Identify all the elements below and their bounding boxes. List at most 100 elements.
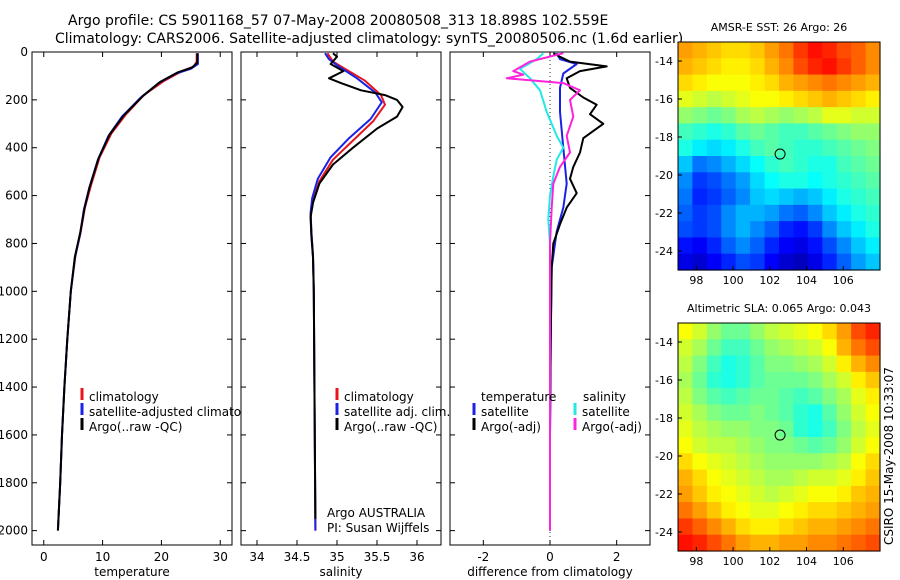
- map-cell: [678, 253, 694, 271]
- map-cell: [706, 253, 722, 271]
- map-cell: [721, 339, 737, 357]
- map-cell: [865, 518, 881, 536]
- map-cell: [692, 139, 708, 157]
- map-cell: [851, 437, 867, 454]
- map-cell: [692, 355, 708, 373]
- plot-frame: [240, 51, 442, 546]
- map-cell: [807, 323, 823, 340]
- map-cell: [706, 237, 722, 255]
- map-x-tick-label: 100: [723, 274, 744, 287]
- map-cell: [721, 437, 737, 454]
- map-cell: [779, 437, 795, 454]
- map-cell: [764, 74, 780, 92]
- map-cell: [779, 237, 795, 255]
- map-cell: [822, 469, 838, 487]
- map-cell: [851, 42, 867, 59]
- map-cell: [764, 221, 780, 239]
- map-cell: [793, 253, 809, 271]
- map-cell: [750, 534, 766, 552]
- map-cell: [807, 534, 823, 552]
- map-cell: [836, 420, 852, 438]
- map-cell: [793, 437, 809, 454]
- map-cell: [678, 388, 694, 406]
- map-cell: [851, 156, 867, 173]
- map-cell: [750, 404, 766, 422]
- map-cell: [836, 371, 852, 389]
- map-cell: [735, 123, 751, 141]
- map-cell: [750, 237, 766, 255]
- map-cell: [779, 355, 795, 373]
- map-cell: [750, 221, 766, 239]
- map-cell: [735, 469, 751, 487]
- map-cell: [779, 172, 795, 190]
- map-cell: [807, 469, 823, 487]
- map-cell: [735, 453, 751, 471]
- map-cell: [851, 204, 867, 222]
- map-cell: [706, 156, 722, 173]
- map-cell: [735, 534, 751, 552]
- panel-sla-map: Altimetric SLA: 0.065 Argo: 0.043 98 100 10…: [655, 302, 881, 568]
- map-cell: [750, 388, 766, 406]
- map-cell: [678, 107, 694, 125]
- map-cell: [750, 123, 766, 141]
- map-cell: [865, 42, 881, 59]
- y-tick-label: 600: [5, 189, 28, 203]
- map-cell: [692, 123, 708, 141]
- map-x-tick-label: 106: [833, 555, 854, 568]
- map-cell: [706, 58, 722, 76]
- map-cell: [721, 58, 737, 76]
- map-y-tick-label: -20: [655, 450, 673, 463]
- map-y-tick-label: -18: [655, 412, 673, 425]
- map-cell: [793, 107, 809, 125]
- map-cell: [678, 355, 694, 373]
- map-cell: [793, 355, 809, 373]
- map-cell: [807, 518, 823, 536]
- map-cell: [706, 420, 722, 438]
- map-cell: [822, 42, 838, 59]
- map-cell: [851, 485, 867, 503]
- map-cell: [721, 371, 737, 389]
- map-cell: [692, 156, 708, 173]
- map-cell: [865, 453, 881, 471]
- map-y-tick-label: -22: [655, 207, 673, 220]
- map-cell: [750, 42, 766, 59]
- map-cell: [721, 74, 737, 92]
- map-y-tick-label: -16: [655, 374, 673, 387]
- x-tick-label: 35: [329, 550, 344, 564]
- map-cell: [764, 339, 780, 357]
- map-cell: [706, 204, 722, 222]
- map-cell: [807, 42, 823, 59]
- map-cell: [721, 107, 737, 125]
- map-cell: [851, 107, 867, 125]
- map-cell: [764, 404, 780, 422]
- map-y-tick-label: -24: [655, 245, 673, 258]
- map-cell: [836, 502, 852, 520]
- map-cell: [678, 42, 694, 59]
- map-cell: [764, 453, 780, 471]
- map-cell: [750, 74, 766, 92]
- map-cell: [750, 172, 766, 190]
- map-cell: [807, 388, 823, 406]
- map-cell: [706, 323, 722, 340]
- map-cell: [836, 453, 852, 471]
- map-cell: [793, 156, 809, 173]
- annotation-text: PI: Susan Wijffels: [327, 521, 429, 535]
- map-cell: [822, 371, 838, 389]
- map-cell: [750, 469, 766, 487]
- map-cell: [678, 404, 694, 422]
- map-x-tick-label: 104: [796, 274, 817, 287]
- map-y-tick-label: -16: [655, 93, 673, 106]
- map-cell: [807, 371, 823, 389]
- map-cell: [779, 123, 795, 141]
- map-cell: [822, 453, 838, 471]
- map-cell: [822, 58, 838, 76]
- map-cell: [779, 420, 795, 438]
- map-cell: [822, 502, 838, 520]
- map-cell: [721, 469, 737, 487]
- map-cell: [793, 188, 809, 206]
- map-cell: [764, 253, 780, 271]
- map-cell: [764, 172, 780, 190]
- map-cell: [764, 204, 780, 222]
- x-tick-label: 30: [213, 550, 228, 564]
- map-cell: [721, 237, 737, 255]
